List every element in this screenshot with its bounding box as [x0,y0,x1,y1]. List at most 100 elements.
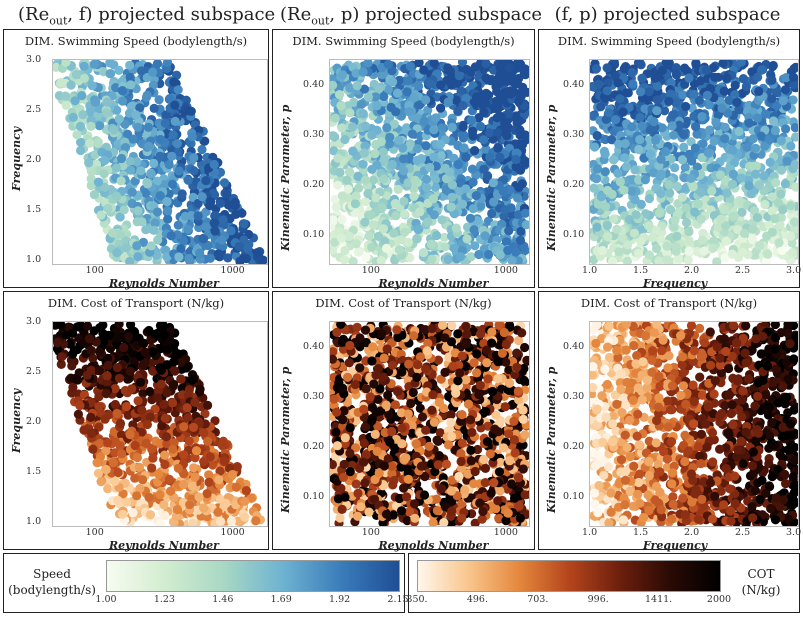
scatter-point [214,475,224,485]
scatter-point [203,400,213,410]
scatter-point [481,88,491,98]
scatter-point [755,241,765,251]
scatter-point [145,412,155,422]
scatter-point [191,446,202,456]
scatter-point [436,103,446,113]
panel-title: DIM. Swimming Speed (bodylength/s) [557,34,781,48]
scatter-point [494,79,504,89]
x-tick-label: 1.0 [582,265,598,276]
scatter-point [241,486,251,496]
scatter-point [669,222,679,232]
scatter-point [86,412,96,422]
scatter-point [170,366,180,376]
scatter-point [114,65,124,75]
scatter-point [775,220,785,230]
scatter-point [472,92,482,102]
plot-area-speed-re-p [329,59,530,265]
scatter-point [768,60,778,71]
scatter-point [479,164,489,174]
scatter-point [383,84,393,95]
scatter-point [609,155,619,165]
y-tick-label: 3.0 [26,316,42,327]
scatter-point [789,80,798,90]
scatter-point [513,210,523,220]
scatter-point [66,80,76,90]
scatter-point [690,207,700,217]
scatter-point [600,167,610,177]
scatter-point [116,153,127,164]
scatter-point [390,199,400,209]
scatter-point [474,249,484,260]
scatter-point [199,503,209,513]
scatter-point [718,60,728,68]
scatter-point [387,159,397,169]
scatter-point [144,141,154,151]
scatter-point [140,347,150,357]
scatter-point [602,63,612,73]
scatter-point [501,237,511,247]
scatter-point [130,441,140,451]
scatter-point [56,322,66,330]
scatter-point [645,149,655,159]
scatter-point [753,72,763,82]
scatter-point [728,211,738,221]
scatter-point [119,342,129,353]
scatter-point [347,122,358,132]
scatter-point [174,252,184,262]
scatter-point [757,65,767,75]
scatter-point [211,211,221,221]
scatter-point [593,164,603,174]
scatter-point [436,151,446,161]
scatter-point [391,211,401,221]
scatter-point [414,224,424,234]
scatter-point [337,214,347,225]
plot-area-speed-re-f [52,59,268,265]
scatter-point [209,218,219,228]
scatter-point [468,204,478,214]
scatter-point [654,208,665,218]
scatter-point [91,97,101,107]
scatter-point [216,198,226,208]
scatter-point [739,228,749,238]
scatter-point [432,230,442,241]
scatter-point [123,410,133,420]
scatter-point [336,233,346,243]
scatter-point [615,94,625,104]
scatter-point [430,182,440,192]
scatter-point [630,165,640,175]
scatter-point [710,72,720,82]
scatter-point [453,159,463,170]
scatter-point [204,477,214,487]
scatter-point [177,189,187,199]
scatter-point [344,167,355,177]
y-tick-label: 2.0 [26,154,42,165]
plot-area-speed-f-p [589,59,799,265]
y-tick-label: 0.20 [563,179,585,190]
scatter-point [139,338,149,348]
scatter-point [132,491,142,501]
scatter-point [513,193,523,203]
scatter-point [687,156,697,166]
x-tick-label: 2.5 [735,265,751,276]
scatter-point [180,211,190,221]
scatter-point [719,86,729,96]
scatter-point [383,60,393,69]
scatter-point [379,91,389,102]
scatter-point [160,510,170,521]
column-header-3: (f, p) projected subspace [554,4,781,25]
scatter-point [451,223,461,233]
scatter-point [665,89,676,99]
scatter-point [400,227,410,237]
scatter-point [604,108,614,118]
scatter-point [606,135,617,145]
scatter-point [760,199,770,210]
scatter-point [429,210,439,220]
scatter-point [717,103,727,113]
scatter-point [447,192,457,202]
scatter-point [165,335,175,345]
scatter-point [96,477,106,487]
scatter-point [202,489,212,499]
scatter-point [118,96,128,106]
scatter-point [393,184,403,194]
scatter-point [626,186,637,196]
